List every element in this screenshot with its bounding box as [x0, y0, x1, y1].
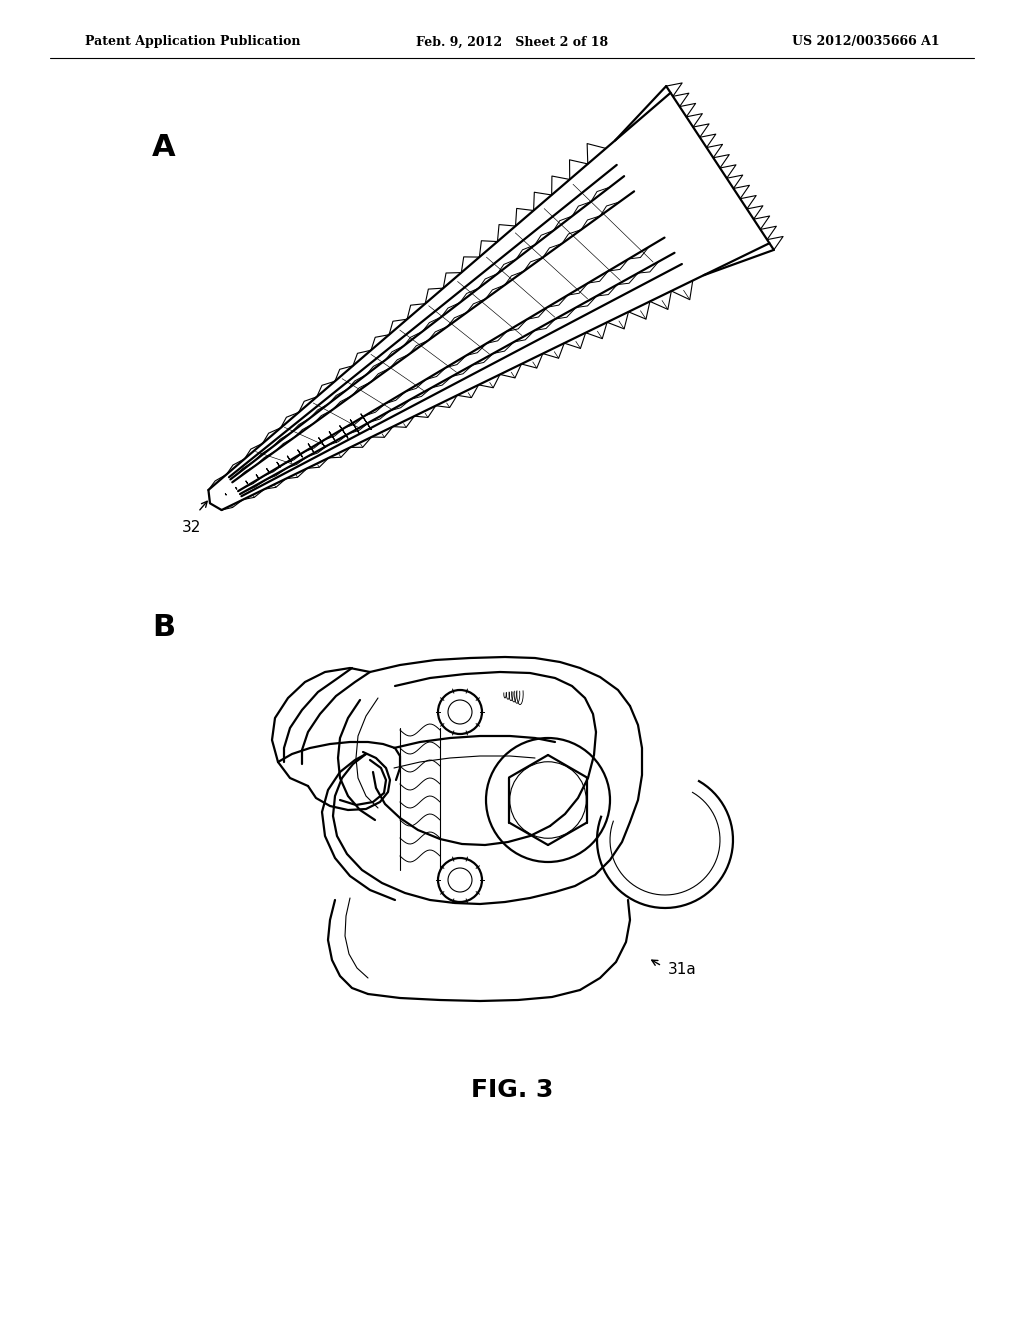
Text: FIG. 3: FIG. 3: [471, 1078, 553, 1102]
Text: B: B: [152, 614, 175, 643]
Text: Feb. 9, 2012   Sheet 2 of 18: Feb. 9, 2012 Sheet 2 of 18: [416, 36, 608, 49]
Text: Patent Application Publication: Patent Application Publication: [85, 36, 300, 49]
Text: A: A: [152, 133, 176, 162]
Text: 31a: 31a: [668, 962, 696, 978]
Text: 32: 32: [182, 520, 202, 535]
Text: US 2012/0035666 A1: US 2012/0035666 A1: [793, 36, 940, 49]
